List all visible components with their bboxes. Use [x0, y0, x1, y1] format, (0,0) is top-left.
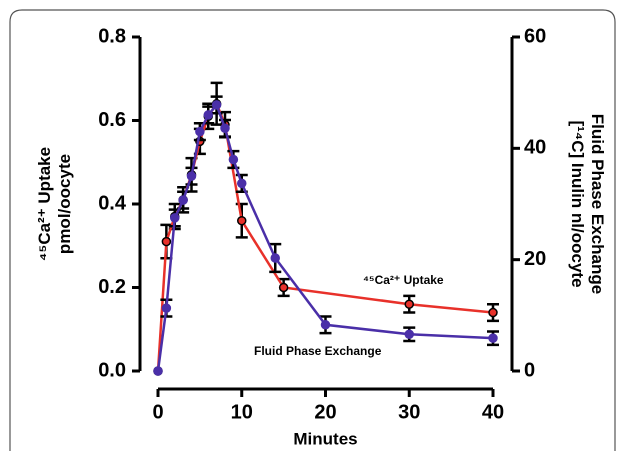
- point: [178, 195, 188, 205]
- point: [488, 307, 498, 318]
- x-tick-label: 40: [482, 401, 504, 423]
- point: [237, 178, 247, 189]
- y2-tick-label: 20: [524, 248, 546, 270]
- point: [170, 213, 180, 223]
- point: [270, 253, 280, 263]
- y-axis-label: ⁴⁵Ca²⁺ Uptakepmol/oocyte: [35, 147, 74, 261]
- point: [211, 100, 222, 110]
- y2-tick-label: 40: [524, 137, 546, 159]
- point: [404, 329, 414, 340]
- point: [488, 333, 498, 343]
- point: [161, 303, 172, 313]
- x-tick-label: 10: [231, 401, 253, 423]
- y-tick-label: 0.2: [98, 276, 126, 298]
- y2-tick-label: 60: [524, 25, 546, 47]
- point: [320, 320, 331, 330]
- y-axis-label-line: pmol/oocyte: [55, 154, 74, 254]
- point: [153, 366, 163, 376]
- y-tick-label: 0.8: [98, 25, 126, 47]
- point: [404, 299, 414, 309]
- x-tick-label: 30: [398, 401, 420, 423]
- point: [203, 110, 213, 120]
- x-axis-label: Minutes: [293, 429, 357, 448]
- y2-axis-label: Fluid Phase Exchange[¹⁴C] Inulin nl/oocy…: [568, 114, 607, 294]
- x-tick-label: 20: [314, 401, 336, 423]
- point: [186, 171, 197, 181]
- y-axis-label-line: ⁴⁵Ca²⁺ Uptake: [35, 147, 54, 261]
- point: [237, 215, 247, 226]
- frame: [9, 9, 616, 451]
- point: [228, 154, 239, 165]
- series-annotation: ⁴⁵Ca²⁺ Uptake: [363, 273, 444, 287]
- point: [220, 123, 230, 134]
- y-tick-label: 0.4: [98, 192, 127, 214]
- point: [161, 236, 172, 247]
- y-tick-label: 0.6: [98, 109, 126, 131]
- y2-tick-label: 0: [524, 359, 535, 381]
- x-tick-label: 0: [152, 401, 163, 423]
- point: [195, 126, 205, 137]
- point: [278, 282, 289, 293]
- series-annotation: Fluid Phase Exchange: [254, 344, 382, 358]
- y2-axis-label-line: Fluid Phase Exchange: [588, 114, 607, 294]
- y2-axis-label-line: [¹⁴C] Inulin nl/oocyte: [568, 120, 587, 287]
- y-tick-label: 0.0: [98, 359, 126, 381]
